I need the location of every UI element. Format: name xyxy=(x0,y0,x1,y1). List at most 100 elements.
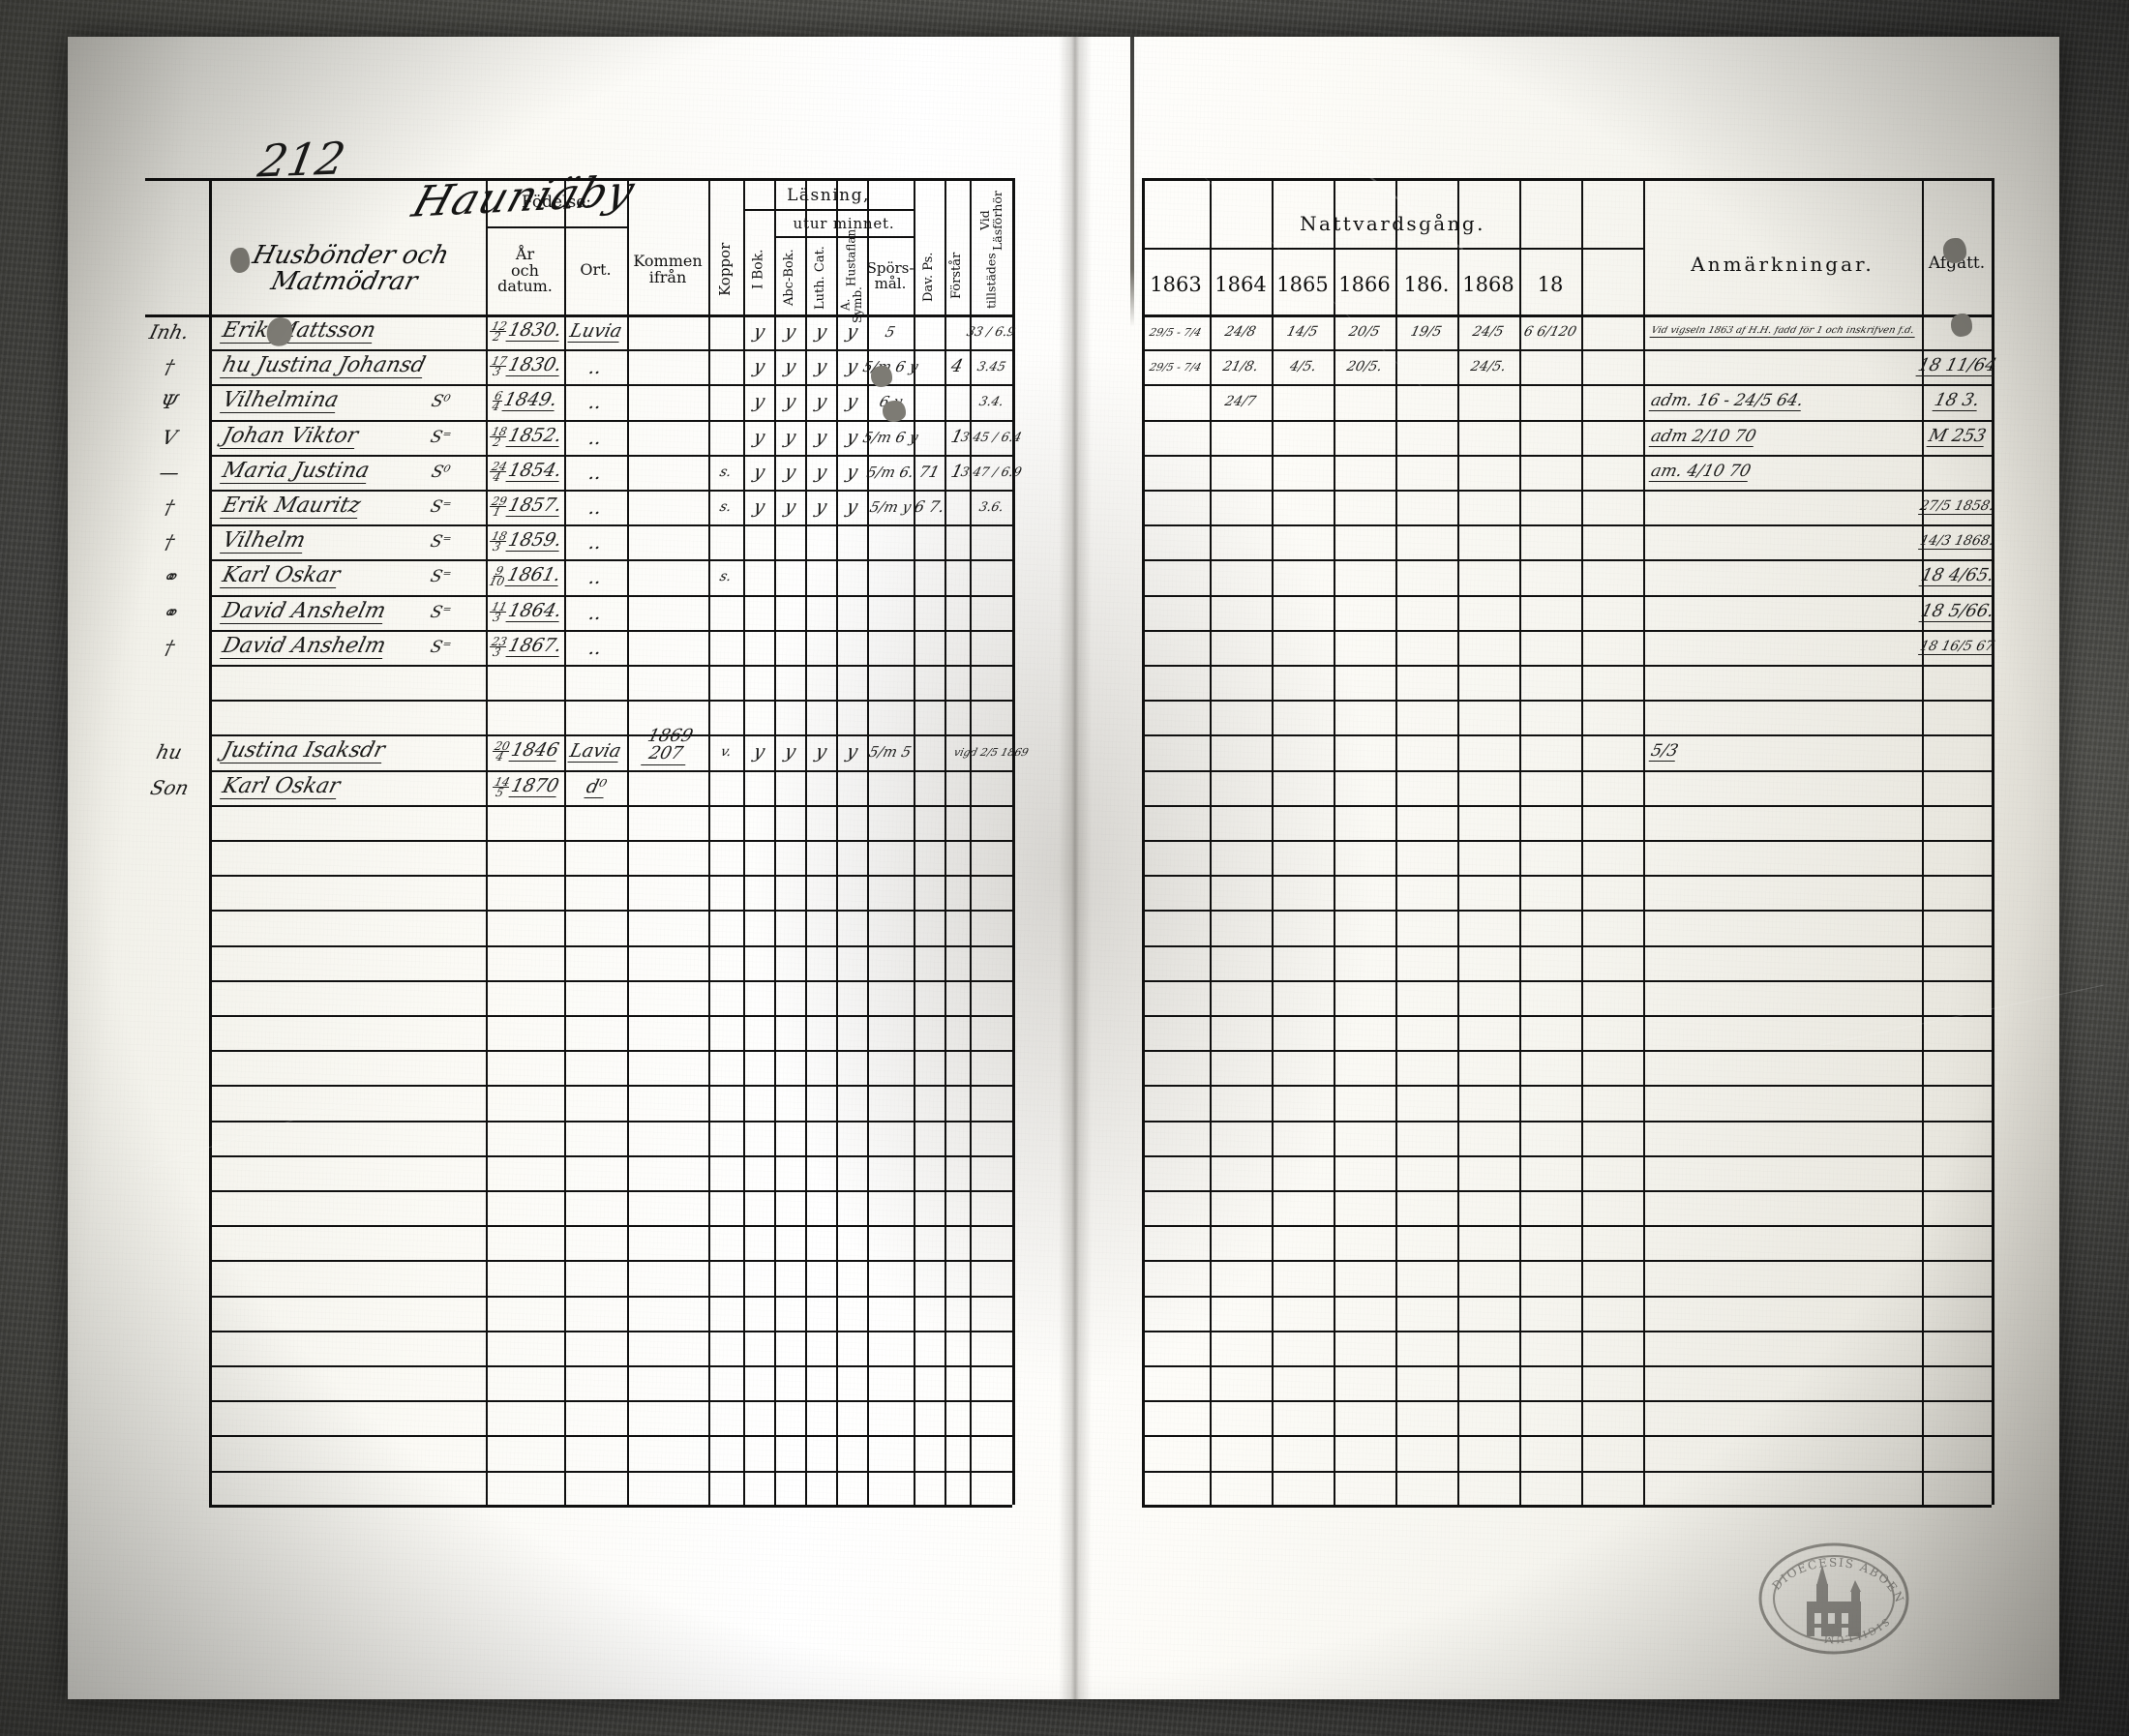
table-rule xyxy=(209,665,1012,667)
row-at-exam-cell: 3.4. xyxy=(970,384,1012,419)
row-person-name-cell: Vilhelm xyxy=(220,524,412,559)
row-birth-date-cell: 9 10 1861. xyxy=(486,559,564,594)
row-birth-year: 1830. xyxy=(505,319,564,343)
table-rule xyxy=(209,910,1012,912)
row-departed: 18 3. xyxy=(1932,390,1982,412)
row-birth-year: 1852. xyxy=(505,425,564,448)
row-departed: 27/5 1858. xyxy=(1918,498,1996,516)
table-rule xyxy=(1142,665,1992,667)
row-in-book: y xyxy=(751,320,767,343)
row-birth-month: 4 xyxy=(491,400,502,414)
row-communion-1866: 20/5. xyxy=(1345,359,1384,375)
row-smallpox-cell: v. xyxy=(708,734,743,769)
table-rule xyxy=(209,1296,1012,1298)
row-hustaflan: y xyxy=(844,355,860,377)
row-margin-mark: Ψ xyxy=(158,390,181,414)
row-son-mark-cell: S⁰ xyxy=(416,384,465,419)
row-hustaflan-cell: y xyxy=(836,455,867,490)
row-smallpox: s. xyxy=(718,499,734,516)
table-rule xyxy=(1142,1050,1992,1052)
row-dav-ps-cell: 6 7. xyxy=(912,490,945,524)
row-son-mark: S⁼ xyxy=(428,566,453,586)
row-in-book: y xyxy=(751,740,767,763)
row-margin-mark-cell: ⚭ xyxy=(137,559,201,594)
row-smallpox: s. xyxy=(718,569,734,585)
row-person-name: David Anshelm xyxy=(220,634,389,660)
row-birth-date-cell: 11 3 1864. xyxy=(486,595,564,630)
row-at-exam-cell: 33 / 6.9 xyxy=(965,314,1017,349)
row-understands: 4 xyxy=(948,356,966,377)
row-hustaflan: y xyxy=(844,740,860,763)
row-communion-1868: 24/5. xyxy=(1469,359,1508,375)
row-abc-book: y xyxy=(782,390,798,412)
row-person-name: Justina Isaksdr xyxy=(220,738,388,764)
row-questions: 5/m 6. xyxy=(864,463,916,481)
row-abc-book-cell: y xyxy=(774,490,805,524)
row-person-name-cell: Justina Isaksdr xyxy=(220,734,412,769)
row-person-name-cell: Erik Mauritz xyxy=(220,490,412,524)
row-departed: 18 4/65. xyxy=(1918,565,1996,587)
row-communion-1863-cell: 29/5 - 7/4 xyxy=(1142,314,1210,349)
row-luther-cat-cell: y xyxy=(805,490,836,524)
row-birth-date-cell: 14 5 1870 xyxy=(486,770,564,805)
row-luther-cat: y xyxy=(813,461,829,483)
row-margin-mark: ⚭ xyxy=(158,601,181,625)
row-remarks: Vid vigseln 1863 af H.H. fadd för 1 och … xyxy=(1649,326,1918,339)
row-margin-mark: † xyxy=(162,530,177,554)
row-smallpox-cell: s. xyxy=(708,559,743,594)
table-rule xyxy=(1142,1015,1992,1017)
ink-blot xyxy=(871,366,892,387)
table-rule xyxy=(1142,1296,1992,1298)
row-hustaflan-cell: y xyxy=(836,314,867,349)
row-communion-1866: 20/5 xyxy=(1347,324,1382,341)
row-birth-place: .. xyxy=(586,495,605,520)
row-son-mark-cell: S⁼ xyxy=(416,559,465,594)
table-rule xyxy=(209,1190,1012,1192)
row-at-exam: 33 / 6.9 xyxy=(965,324,1017,340)
row-birth-month: 5 xyxy=(494,786,505,800)
row-questions: 5/m 5 xyxy=(867,742,914,761)
row-margin-mark: Inh. xyxy=(146,320,193,344)
row-luther-cat-cell: y xyxy=(805,455,836,490)
table-rule xyxy=(1142,1365,1992,1367)
row-abc-book-cell: y xyxy=(774,384,805,419)
row-communion-1864-cell: 24/8 xyxy=(1210,314,1272,349)
table-rule xyxy=(1142,1331,1992,1332)
row-birth-place: .. xyxy=(586,530,605,554)
row-person-name-cell: hu Justina Johansd xyxy=(220,349,428,384)
row-birth-year: 1870 xyxy=(508,775,561,798)
row-birth-place: .. xyxy=(586,636,605,660)
row-communion-1868: 24/5 xyxy=(1471,324,1506,341)
row-communion-18: 6 6/120 xyxy=(1522,324,1578,341)
table-rule xyxy=(209,875,1012,877)
table-rule xyxy=(209,1331,1012,1332)
row-communion-1864: 24/7 xyxy=(1223,394,1258,410)
row-person-name: Erik Mauritz xyxy=(220,494,364,520)
row-luther-cat: y xyxy=(813,426,829,448)
ink-blot xyxy=(1951,314,1972,337)
row-in-book-cell: y xyxy=(743,349,774,384)
row-questions: 5/m y xyxy=(867,497,914,516)
row-questions-cell: 5/m 5 xyxy=(867,734,914,769)
row-margin-mark-cell: Son xyxy=(137,770,201,805)
row-birth-month: 10 xyxy=(487,575,506,589)
row-son-mark: S⁼ xyxy=(428,496,453,517)
row-birth-date-cell: 23 3 1867. xyxy=(486,630,564,665)
row-son-mark-cell: S⁼ xyxy=(416,630,465,665)
row-luther-cat: y xyxy=(813,355,829,377)
row-son-mark: S⁼ xyxy=(428,531,453,552)
row-birth-place: .. xyxy=(586,426,605,450)
row-communion-1863: 29/5 - 7/4 xyxy=(1148,325,1204,339)
table-rule xyxy=(1142,910,1992,912)
header-birth-place: Ort. xyxy=(580,259,612,279)
table-rule xyxy=(774,236,914,238)
table-rule xyxy=(1142,1260,1992,1262)
row-birth-date-cell: 17 3 1830. xyxy=(486,349,564,384)
row-son-mark: S⁼ xyxy=(428,427,453,447)
row-son-mark: S⁰ xyxy=(429,391,452,411)
row-birth-year: 1846 xyxy=(508,739,561,763)
row-smallpox: v. xyxy=(718,744,734,761)
row-smallpox-cell: s. xyxy=(708,455,743,490)
row-departed: 18 11/64 xyxy=(1915,355,1999,377)
